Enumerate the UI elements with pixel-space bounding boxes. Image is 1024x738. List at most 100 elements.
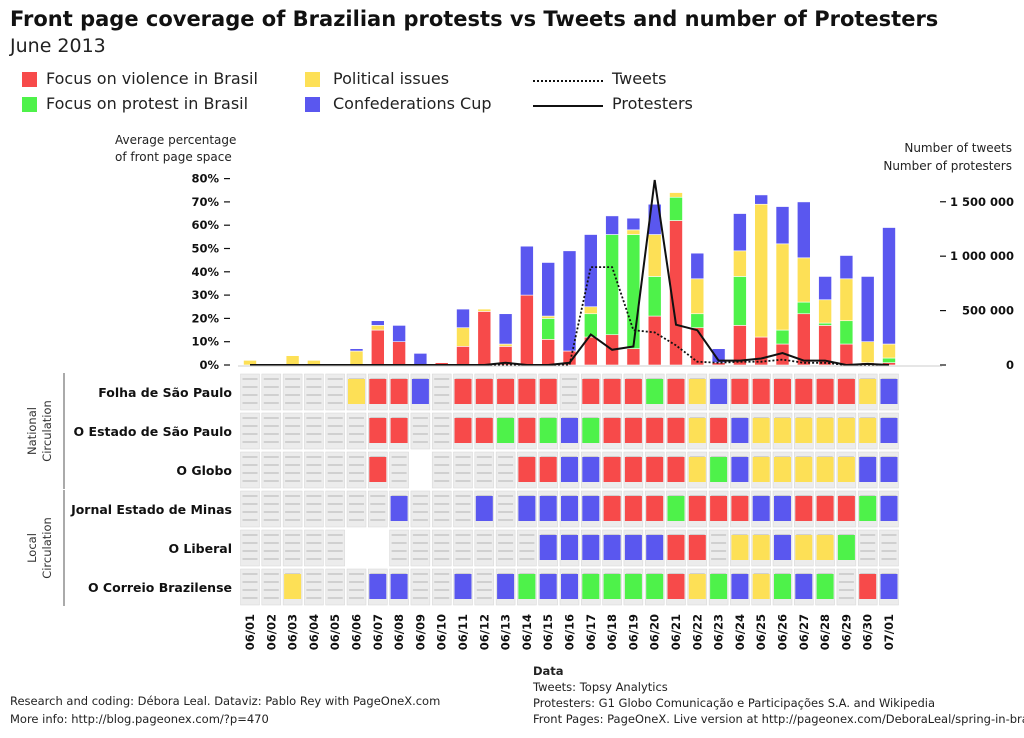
bar-political-07-01 [882, 343, 896, 359]
front-page-text-line [412, 503, 428, 505]
front-page-text-line [881, 550, 897, 552]
front-page-text-line [306, 480, 322, 482]
front-page-highlight-y [816, 457, 834, 482]
front-page-highlight-r [710, 496, 728, 521]
group-label: Local [25, 533, 39, 563]
front-page-text-line [285, 534, 301, 536]
front-page-highlight-y [795, 535, 813, 560]
front-page-text-line [498, 542, 514, 544]
front-page-text-line [838, 597, 854, 599]
front-page-text-line [306, 542, 322, 544]
front-page-highlight-r [752, 379, 770, 404]
front-page-highlight-g [774, 574, 791, 599]
front-page-highlight-g [837, 535, 855, 560]
front-page-highlight-r [795, 496, 813, 521]
front-page-highlight-g [582, 418, 600, 443]
front-page-text-line [349, 519, 364, 521]
front-page-text-line [263, 464, 279, 466]
front-page-highlight-r [475, 379, 493, 404]
bar-political-06-28 [818, 299, 832, 324]
front-page-thumb [836, 568, 857, 606]
front-page-highlight-c [539, 574, 557, 599]
date-label: 06/21 [669, 614, 683, 650]
front-page-text-line [285, 394, 301, 396]
front-page-thumb [708, 529, 729, 567]
front-page-text-line [306, 464, 322, 466]
front-page-grid [240, 373, 899, 606]
bar-cup-06-24 [733, 213, 747, 252]
front-page-text-line [434, 511, 450, 513]
front-page-highlight-r [539, 379, 557, 404]
front-page-text-line [349, 433, 364, 435]
data-tweets: Tweets: Topsy Analytics [533, 680, 668, 694]
front-page-text-line [412, 589, 428, 591]
front-page-text-line [349, 472, 364, 474]
front-page-highlight-c [731, 457, 749, 482]
front-page-thumb [410, 568, 431, 606]
front-page-text-line [327, 456, 343, 458]
front-page-highlight-y [688, 457, 706, 482]
date-label: 06/07 [371, 614, 385, 650]
front-page-thumb [431, 568, 452, 606]
front-page-text-line [242, 511, 258, 513]
front-page-text-line [498, 503, 514, 505]
front-page-thumb [261, 412, 282, 450]
front-page-text-line [434, 573, 450, 575]
bar-cup-06-18 [605, 215, 619, 235]
front-page-text-line [263, 558, 279, 560]
front-page-text-line [391, 558, 407, 560]
bar-protest-06-26 [775, 329, 790, 345]
front-page-thumb [453, 529, 473, 567]
front-page-text-line [306, 394, 322, 396]
line-protesters [250, 179, 890, 367]
front-page-thumb [517, 529, 537, 567]
bar-cup-06-22 [690, 252, 705, 280]
front-page-text-line [349, 425, 364, 427]
front-page-thumb [304, 373, 324, 411]
front-page-text-line [455, 480, 471, 482]
front-page-highlight-g [667, 496, 685, 521]
front-page-text-line [881, 558, 897, 560]
front-page-highlight-r [688, 496, 706, 521]
front-page-text-line [434, 597, 450, 599]
front-page-highlight-r [603, 379, 621, 404]
legend-swatch-violence [22, 72, 37, 87]
front-page-text-line [412, 534, 428, 536]
front-page-text-line [327, 597, 343, 599]
front-page-highlight-c [752, 496, 770, 521]
bar-cup-06-30 [860, 276, 875, 342]
front-page-text-line [263, 495, 279, 497]
front-page-highlight-r [518, 457, 536, 482]
front-page-text-line [434, 456, 450, 458]
front-page-text-line [349, 581, 364, 583]
front-page-text-line [412, 550, 428, 552]
front-page-text-line [306, 378, 322, 380]
front-page-highlight-y [731, 535, 749, 560]
front-page-text-line [498, 558, 514, 560]
front-page-text-line [455, 519, 471, 521]
front-page-highlight-c [710, 379, 728, 404]
front-page-highlight-g [539, 418, 557, 443]
front-page-highlight-r [518, 379, 536, 404]
right-axis-caption-1: Number of tweets [904, 141, 1012, 155]
front-page-text-line [455, 456, 471, 458]
front-page-thumb [346, 451, 367, 489]
front-page-text-line [242, 534, 258, 536]
front-page-text-line [242, 589, 258, 591]
bar-cup-06-06 [349, 348, 364, 352]
front-page-text-line [476, 597, 492, 599]
front-page-thumb [346, 490, 367, 528]
front-page-thumb [240, 568, 260, 606]
front-page-text-line [263, 550, 279, 552]
front-page-text-line [327, 464, 343, 466]
front-page-thumb [282, 451, 303, 489]
bar-cup-06-11 [456, 308, 470, 329]
front-page-text-line [519, 542, 535, 544]
group-label: Circulation [40, 400, 54, 462]
front-page-text-line [306, 503, 322, 505]
bar-political-06-03 [285, 355, 300, 366]
front-page-text-line [498, 511, 514, 513]
left-axis-caption-2: of front page space [115, 150, 232, 164]
front-page-text-line [242, 503, 258, 505]
front-page-text-line [306, 417, 322, 419]
